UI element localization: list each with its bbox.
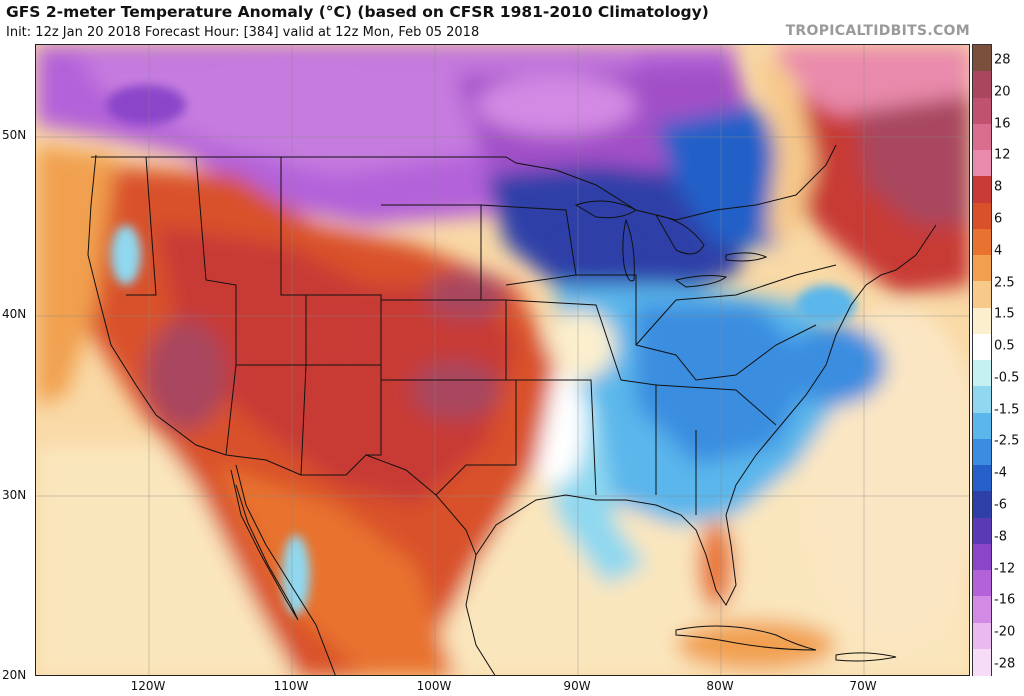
- colorbar-swatch: [973, 360, 991, 387]
- anomaly-details: [106, 60, 856, 615]
- colorbar-swatch: [973, 97, 991, 125]
- colorbar-label: -12: [994, 561, 1016, 577]
- colorbar-swatch: [973, 386, 991, 413]
- colorbar-label: 28: [994, 52, 1011, 68]
- lon-label-90w: 90W: [563, 679, 591, 693]
- colorbar-swatch: [973, 176, 991, 203]
- colorbar-label: 2.5: [994, 275, 1015, 291]
- colorbar-label: -8: [994, 529, 1007, 545]
- colorbar: [972, 44, 992, 676]
- colorbar-label: -0.5: [994, 370, 1020, 386]
- colorbar-label: -6: [994, 497, 1007, 513]
- colorbar-label: 1.5: [994, 306, 1015, 322]
- caribbean-islands: [675, 625, 897, 662]
- colorbar-label: -1.5: [994, 402, 1020, 418]
- chart-title: GFS 2-meter Temperature Anomaly (°C) (ba…: [6, 3, 709, 21]
- colorbar-label: 6: [994, 211, 1003, 227]
- colorbar-label: 20: [994, 84, 1011, 100]
- colorbar-swatch: [973, 123, 991, 151]
- colorbar-swatch: [973, 622, 991, 650]
- colorbar-label: 4: [994, 243, 1003, 259]
- colorbar-swatch: [973, 281, 991, 308]
- colorbar-swatch: [973, 71, 991, 98]
- colorbar-swatch: [973, 228, 991, 256]
- lon-label-80w: 80W: [706, 679, 734, 693]
- colorbar-swatch: [973, 412, 991, 440]
- lat-label-30n: 30N: [2, 488, 27, 502]
- great-lakes: [574, 200, 768, 288]
- lat-label-40n: 40N: [2, 307, 27, 321]
- colorbar-swatch: [973, 570, 991, 597]
- anomaly-fields: [36, 45, 969, 675]
- colorbar-label: -28: [994, 656, 1016, 672]
- lat-label-50n: 50N: [2, 128, 27, 142]
- colorbar-swatch: [973, 202, 991, 230]
- lon-label-110w: 110W: [273, 679, 309, 693]
- colorbar-label: 8: [994, 179, 1003, 195]
- colorbar-swatch: [973, 648, 991, 676]
- colorbar-swatch: [973, 543, 991, 571]
- colorbar-swatch: [973, 150, 991, 177]
- graticule: [36, 45, 969, 675]
- colorbar-label: 12: [994, 147, 1011, 163]
- colorbar-swatch: [973, 333, 991, 361]
- map-canvas: [36, 45, 969, 675]
- watermark-text: TROPICALTIDBITS.COM: [785, 23, 970, 39]
- colorbar-swatch: [973, 438, 991, 466]
- chart-header: GFS 2-meter Temperature Anomaly (°C) (ba…: [0, 0, 1024, 44]
- colorbar-label: -20: [994, 624, 1016, 640]
- lat-label-20n: 20N: [2, 668, 27, 682]
- colorbar-swatch: [973, 491, 991, 518]
- colorbar-swatch: [973, 465, 991, 492]
- colorbar-swatch: [973, 596, 991, 623]
- colorbar-swatch: [973, 517, 991, 545]
- colorbar-swatch: [973, 307, 991, 335]
- colorbar-label: 16: [994, 116, 1011, 132]
- colorbar-label: 0.5: [994, 338, 1015, 354]
- chart-subtitle: Init: 12z Jan 20 2018 Forecast Hour: [38…: [6, 25, 480, 40]
- lon-label-70w: 70W: [849, 679, 877, 693]
- colorbar-label: -16: [994, 592, 1016, 608]
- colorbar-label: -2.5: [994, 433, 1020, 449]
- anomaly-map: [35, 44, 970, 676]
- colorbar-swatch: [973, 45, 991, 72]
- colorbar-swatch: [973, 255, 991, 282]
- lon-label-120w: 120W: [130, 679, 166, 693]
- colorbar-label: -4: [994, 465, 1007, 481]
- lon-label-100w: 100W: [416, 679, 452, 693]
